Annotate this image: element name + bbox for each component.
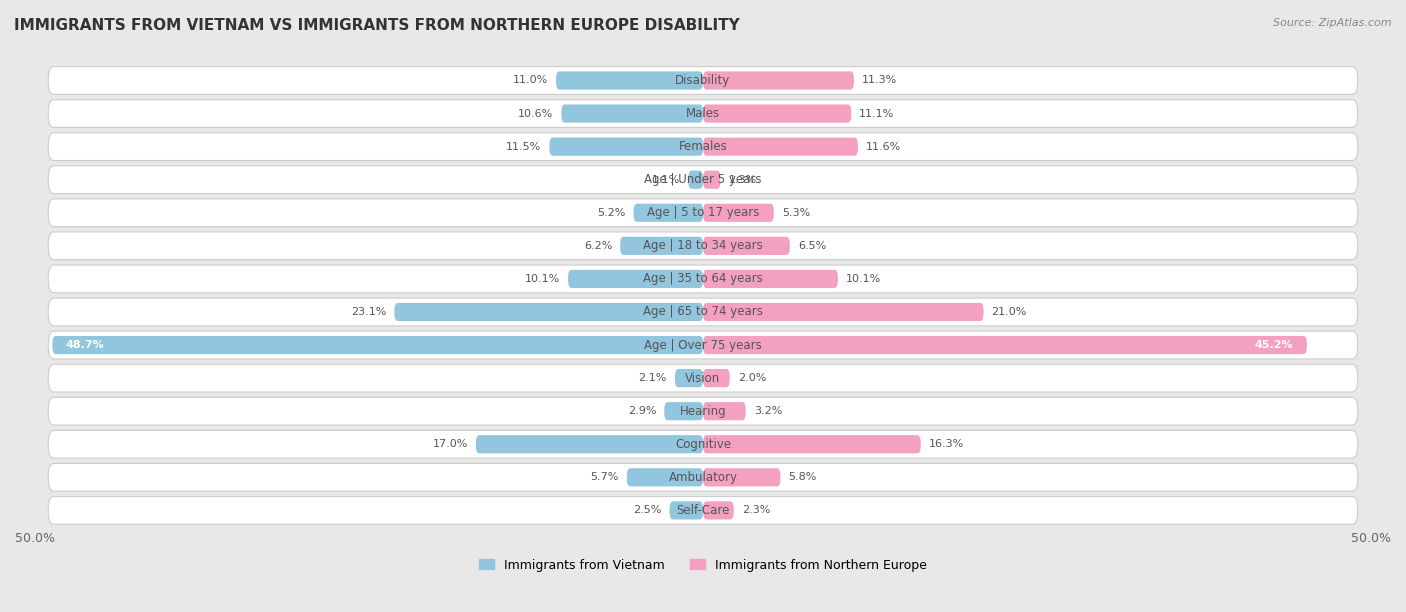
Text: Age | 35 to 64 years: Age | 35 to 64 years (643, 272, 763, 285)
FancyBboxPatch shape (48, 166, 1358, 193)
Text: 21.0%: 21.0% (991, 307, 1026, 317)
Text: Age | 18 to 34 years: Age | 18 to 34 years (643, 239, 763, 252)
FancyBboxPatch shape (395, 303, 703, 321)
FancyBboxPatch shape (703, 138, 858, 155)
Text: Age | Under 5 years: Age | Under 5 years (644, 173, 762, 186)
Text: 11.1%: 11.1% (859, 108, 894, 119)
Text: Males: Males (686, 107, 720, 120)
Text: 48.7%: 48.7% (66, 340, 104, 350)
Text: 16.3%: 16.3% (929, 439, 965, 449)
Text: 2.3%: 2.3% (742, 506, 770, 515)
Text: Vision: Vision (685, 371, 721, 384)
FancyBboxPatch shape (48, 364, 1358, 392)
FancyBboxPatch shape (689, 171, 703, 188)
Text: 17.0%: 17.0% (433, 439, 468, 449)
Text: 11.5%: 11.5% (506, 141, 541, 152)
FancyBboxPatch shape (703, 270, 838, 288)
FancyBboxPatch shape (703, 72, 853, 89)
FancyBboxPatch shape (627, 468, 703, 487)
FancyBboxPatch shape (669, 501, 703, 520)
FancyBboxPatch shape (48, 67, 1358, 94)
Text: 10.6%: 10.6% (519, 108, 554, 119)
Text: 2.9%: 2.9% (627, 406, 657, 416)
FancyBboxPatch shape (48, 298, 1358, 326)
Text: 5.3%: 5.3% (782, 207, 810, 218)
Text: Ambulatory: Ambulatory (668, 471, 738, 484)
Text: 10.1%: 10.1% (846, 274, 882, 284)
FancyBboxPatch shape (48, 133, 1358, 160)
Text: Age | Over 75 years: Age | Over 75 years (644, 338, 762, 351)
FancyBboxPatch shape (48, 199, 1358, 226)
Text: 5.7%: 5.7% (591, 472, 619, 482)
Text: 6.5%: 6.5% (797, 241, 827, 251)
FancyBboxPatch shape (475, 435, 703, 453)
FancyBboxPatch shape (48, 232, 1358, 259)
FancyBboxPatch shape (664, 402, 703, 420)
Text: 11.6%: 11.6% (866, 141, 901, 152)
Text: 1.1%: 1.1% (652, 174, 681, 185)
FancyBboxPatch shape (675, 369, 703, 387)
FancyBboxPatch shape (703, 204, 773, 222)
FancyBboxPatch shape (703, 435, 921, 453)
FancyBboxPatch shape (703, 237, 790, 255)
Text: 1.3%: 1.3% (728, 174, 756, 185)
Text: 5.8%: 5.8% (789, 472, 817, 482)
FancyBboxPatch shape (703, 501, 734, 520)
Text: 2.5%: 2.5% (633, 506, 662, 515)
Text: Disability: Disability (675, 74, 731, 87)
FancyBboxPatch shape (550, 138, 703, 155)
Text: Age | 5 to 17 years: Age | 5 to 17 years (647, 206, 759, 219)
FancyBboxPatch shape (48, 331, 1358, 359)
Legend: Immigrants from Vietnam, Immigrants from Northern Europe: Immigrants from Vietnam, Immigrants from… (479, 559, 927, 572)
Text: 23.1%: 23.1% (352, 307, 387, 317)
Text: IMMIGRANTS FROM VIETNAM VS IMMIGRANTS FROM NORTHERN EUROPE DISABILITY: IMMIGRANTS FROM VIETNAM VS IMMIGRANTS FR… (14, 18, 740, 34)
FancyBboxPatch shape (620, 237, 703, 255)
Text: 2.0%: 2.0% (738, 373, 766, 383)
FancyBboxPatch shape (703, 468, 780, 487)
FancyBboxPatch shape (48, 463, 1358, 491)
Text: Age | 65 to 74 years: Age | 65 to 74 years (643, 305, 763, 318)
Text: Self-Care: Self-Care (676, 504, 730, 517)
FancyBboxPatch shape (48, 265, 1358, 293)
FancyBboxPatch shape (561, 105, 703, 122)
Text: 5.2%: 5.2% (598, 207, 626, 218)
FancyBboxPatch shape (703, 369, 730, 387)
Text: Source: ZipAtlas.com: Source: ZipAtlas.com (1274, 18, 1392, 28)
FancyBboxPatch shape (634, 204, 703, 222)
FancyBboxPatch shape (703, 105, 851, 122)
FancyBboxPatch shape (48, 397, 1358, 425)
FancyBboxPatch shape (48, 430, 1358, 458)
FancyBboxPatch shape (703, 171, 720, 188)
Text: 45.2%: 45.2% (1256, 340, 1294, 350)
FancyBboxPatch shape (703, 336, 1306, 354)
Text: Cognitive: Cognitive (675, 438, 731, 451)
Text: Hearing: Hearing (679, 405, 727, 418)
Text: 6.2%: 6.2% (583, 241, 612, 251)
FancyBboxPatch shape (703, 303, 984, 321)
Text: Females: Females (679, 140, 727, 153)
Text: 3.2%: 3.2% (754, 406, 782, 416)
FancyBboxPatch shape (48, 496, 1358, 524)
Text: 10.1%: 10.1% (524, 274, 560, 284)
FancyBboxPatch shape (703, 402, 745, 420)
FancyBboxPatch shape (568, 270, 703, 288)
FancyBboxPatch shape (555, 72, 703, 89)
FancyBboxPatch shape (52, 336, 703, 354)
Text: 2.1%: 2.1% (638, 373, 666, 383)
Text: 11.0%: 11.0% (513, 75, 548, 86)
FancyBboxPatch shape (48, 100, 1358, 127)
Text: 11.3%: 11.3% (862, 75, 897, 86)
